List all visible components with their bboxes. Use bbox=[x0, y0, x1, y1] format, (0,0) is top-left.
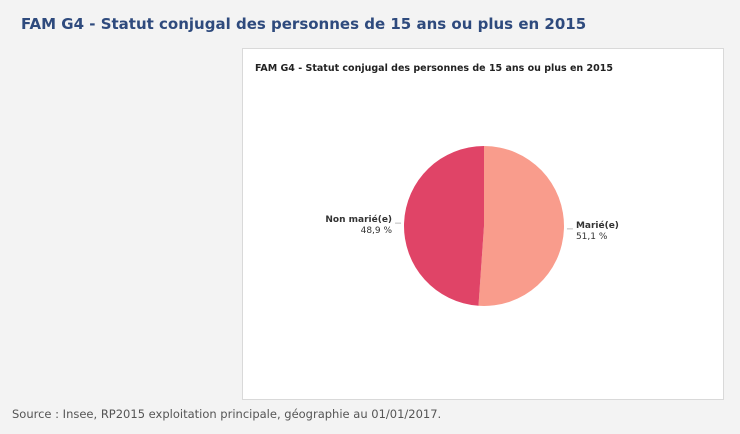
slice-label: Marié(e) bbox=[576, 220, 619, 231]
pie-chart: Marié(e)51,1 % Non marié(e)48,9 % bbox=[325, 146, 619, 306]
pie-slice[interactable] bbox=[404, 146, 484, 306]
chart-title: FAM G4 - Statut conjugal des personnes d… bbox=[255, 63, 613, 74]
chart-card: FAM G4 - Statut conjugal des personnes d… bbox=[242, 48, 724, 400]
slice-value-label: 48,9 % bbox=[361, 226, 393, 236]
slice-value-label: 51,1 % bbox=[576, 232, 608, 242]
page-title: FAM G4 - Statut conjugal des personnes d… bbox=[21, 15, 587, 33]
slice-label: Non marié(e) bbox=[325, 214, 392, 225]
source-note: Source : Insee, RP2015 exploitation prin… bbox=[12, 407, 442, 421]
pie-slice[interactable] bbox=[478, 146, 565, 306]
